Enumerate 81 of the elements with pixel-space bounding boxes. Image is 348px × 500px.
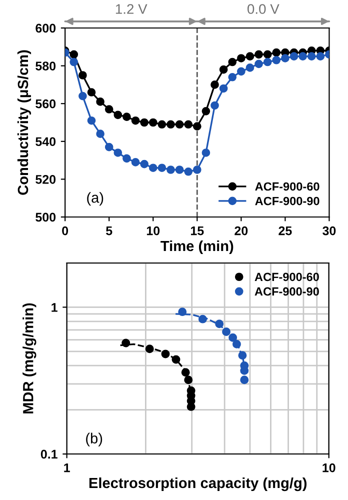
x-tick-label: 5 xyxy=(106,226,112,236)
y-axis-title: MDR (mg/g/min) xyxy=(22,303,36,414)
y-tick-label: 540 xyxy=(36,137,56,146)
y-tick-label: 600 xyxy=(36,24,56,33)
annotation: (a) xyxy=(87,192,104,206)
point xyxy=(104,105,114,114)
point xyxy=(219,65,228,74)
point xyxy=(298,52,307,61)
point xyxy=(307,52,316,61)
point xyxy=(122,112,131,121)
point xyxy=(272,56,281,64)
x-tick-label: 10 xyxy=(322,463,336,472)
point xyxy=(263,50,272,59)
y-tick-label: 0.1 xyxy=(40,450,58,459)
annotation: (b) xyxy=(86,432,102,446)
point xyxy=(78,92,87,100)
point xyxy=(122,154,131,163)
point xyxy=(254,50,263,59)
text: 0.0 V xyxy=(248,4,280,14)
point xyxy=(246,52,254,61)
point xyxy=(192,122,202,130)
point xyxy=(228,58,237,66)
point xyxy=(70,58,78,66)
point xyxy=(140,160,148,168)
point xyxy=(175,166,184,174)
point xyxy=(78,71,87,80)
x-tick-label: 30 xyxy=(322,226,336,236)
point xyxy=(148,118,158,127)
point xyxy=(219,84,228,93)
point xyxy=(166,166,175,174)
point xyxy=(290,52,298,61)
x-tick-label: 10 xyxy=(146,226,160,236)
point xyxy=(131,116,140,125)
x-tick-label: 15 xyxy=(190,226,204,236)
point xyxy=(96,130,104,138)
point xyxy=(210,80,219,89)
point xyxy=(281,54,290,62)
point xyxy=(272,48,281,57)
point xyxy=(104,142,114,152)
point xyxy=(236,54,246,62)
point xyxy=(140,118,148,127)
point xyxy=(192,166,202,174)
point xyxy=(184,167,193,176)
point xyxy=(96,98,104,106)
y-tick-label: 500 xyxy=(36,212,56,222)
point xyxy=(316,52,325,61)
x-axis-title: Time (min) xyxy=(160,240,234,254)
point xyxy=(263,58,272,66)
point xyxy=(202,106,210,116)
x-tick-label: 0 xyxy=(62,226,68,236)
y-tick-label: 1 xyxy=(52,303,58,312)
point xyxy=(254,60,263,68)
point xyxy=(175,120,184,129)
text: 1.2 V xyxy=(116,4,148,14)
point xyxy=(87,88,96,96)
y-axis-title: Conductivity (μS/cm) xyxy=(17,50,32,195)
point xyxy=(184,120,193,129)
point xyxy=(158,120,166,129)
y-tick-label: 520 xyxy=(36,175,56,184)
point xyxy=(87,116,96,125)
legend-label: ACF-900-90 xyxy=(254,287,319,296)
y-tick-label: 580 xyxy=(36,62,56,70)
x-tick-label: 25 xyxy=(278,226,292,236)
point xyxy=(210,101,219,110)
point xyxy=(158,164,166,172)
x-tick-label: 20 xyxy=(234,226,248,236)
point xyxy=(246,64,254,72)
point xyxy=(148,164,158,172)
point xyxy=(114,110,122,120)
point xyxy=(70,50,78,59)
legend-label: ACF-900-60 xyxy=(254,272,319,282)
y-tick-label: 560 xyxy=(36,99,56,108)
legend-label: ACF-900-90 xyxy=(255,196,320,206)
point xyxy=(166,120,175,129)
point xyxy=(228,72,237,82)
x-axis-title: Electrosorption capacity (mg/g) xyxy=(89,477,307,492)
point xyxy=(114,148,122,157)
point xyxy=(236,67,246,76)
legend-label: ACF-900-60 xyxy=(255,182,320,191)
point xyxy=(202,148,210,157)
point xyxy=(131,158,140,166)
